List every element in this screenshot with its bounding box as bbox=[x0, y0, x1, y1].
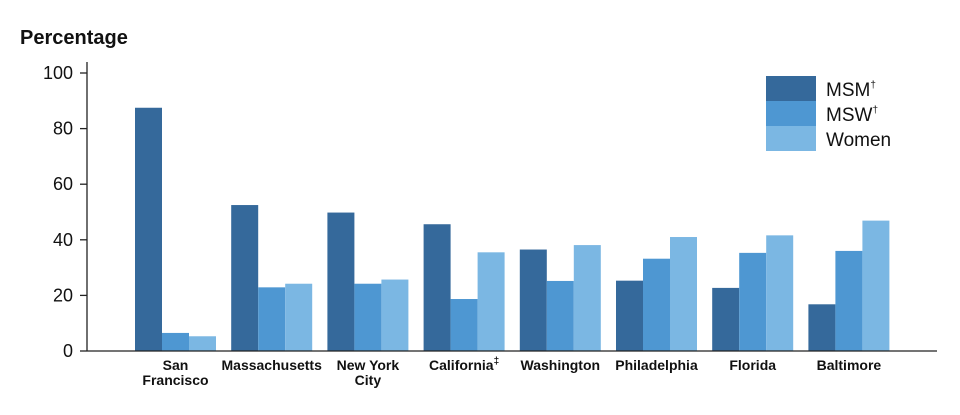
bar-msw bbox=[739, 252, 767, 351]
bar-women bbox=[766, 235, 794, 351]
legend: MSM† MSW† Women bbox=[766, 76, 891, 151]
bars bbox=[135, 107, 890, 351]
x-category-label: California‡ bbox=[429, 356, 499, 373]
bar-msm bbox=[327, 212, 355, 351]
bar-women bbox=[670, 237, 697, 351]
bar-msm bbox=[423, 224, 451, 351]
x-category-label: Washington bbox=[521, 357, 601, 373]
legend-label-msw: MSW† bbox=[826, 105, 878, 126]
bar-msm bbox=[616, 280, 643, 351]
y-tick-label: 100 bbox=[43, 63, 73, 83]
bar-msm bbox=[519, 249, 547, 351]
bar-women bbox=[285, 283, 313, 351]
legend-swatch-msw bbox=[766, 101, 816, 126]
bar-women bbox=[573, 245, 601, 351]
bar-msm bbox=[712, 287, 740, 351]
bar-women bbox=[381, 279, 409, 351]
x-category-label: New York bbox=[337, 357, 400, 373]
y-tick-label: 40 bbox=[53, 230, 73, 250]
x-category-label: San bbox=[163, 357, 189, 373]
bar-msw bbox=[258, 287, 286, 351]
legend-label-women: Women bbox=[826, 130, 891, 151]
x-category-label: Philadelphia bbox=[615, 357, 698, 373]
x-category-label-line2: City bbox=[355, 372, 382, 388]
bar-women bbox=[477, 252, 505, 351]
bar-msw bbox=[643, 258, 670, 351]
legend-swatch-msm bbox=[766, 76, 816, 101]
x-category-label: Florida bbox=[729, 357, 776, 373]
bar-women bbox=[862, 220, 890, 351]
legend-label-msm: MSM† bbox=[826, 80, 876, 101]
bar-women bbox=[189, 336, 216, 351]
x-category-label: Massachusetts bbox=[222, 357, 323, 373]
bar-msw bbox=[450, 299, 478, 351]
y-tick-label: 20 bbox=[53, 285, 73, 305]
bar-msw bbox=[546, 280, 574, 351]
bar-msw bbox=[354, 283, 382, 351]
y-tick-label: 0 bbox=[63, 341, 73, 361]
bar-msw bbox=[162, 332, 189, 351]
y-axis-title: Percentage bbox=[20, 27, 128, 49]
bar-msm bbox=[135, 107, 162, 351]
x-category-label-line2: Francisco bbox=[142, 372, 208, 388]
legend-swatch-women bbox=[766, 126, 816, 151]
y-axis: 0 20 40 60 80 100 bbox=[43, 62, 88, 361]
bar-msm bbox=[231, 205, 259, 351]
bar-msm bbox=[808, 304, 836, 351]
y-tick-label: 60 bbox=[53, 174, 73, 194]
y-tick-label: 80 bbox=[53, 119, 73, 139]
bar-msw bbox=[835, 250, 863, 351]
x-category-label: Baltimore bbox=[817, 357, 882, 373]
